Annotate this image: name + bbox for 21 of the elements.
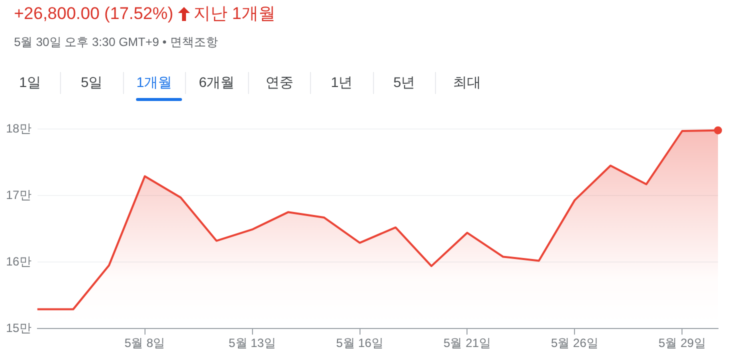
y-tick-label: 17만 (6, 188, 32, 202)
chart-subtitle: 5월 30일 오후 3:30 GMT+9 • 면책조항 (14, 34, 218, 51)
x-tick-label: 5월 8일 (124, 336, 166, 350)
text: 1년 (310, 72, 372, 94)
text: 최대 (435, 72, 498, 94)
x-tick-label: 5월 29일 (658, 336, 706, 350)
x-tick-label: 5월 26일 (551, 336, 598, 350)
chart-title: +26,800.00 (17.52%) (14, 4, 174, 24)
y-tick-label: 15만 (6, 320, 32, 335)
text: 지난 1개월 (193, 3, 276, 25)
text: 6개월 (185, 72, 248, 94)
text: 연중 (248, 72, 310, 94)
text: 1개월 (122, 72, 185, 94)
x-tick-label: 5월 16일 (336, 336, 384, 350)
x-tick-label: 5월 13일 (228, 336, 276, 350)
y-tick-label: 18만 (6, 121, 32, 136)
x-tick-label: 5월 21일 (444, 336, 491, 350)
text: 5일 (60, 72, 122, 94)
y-tick-label: 16만 (6, 254, 32, 268)
text: 1일 (18, 73, 42, 92)
text: 5년 (372, 72, 435, 94)
